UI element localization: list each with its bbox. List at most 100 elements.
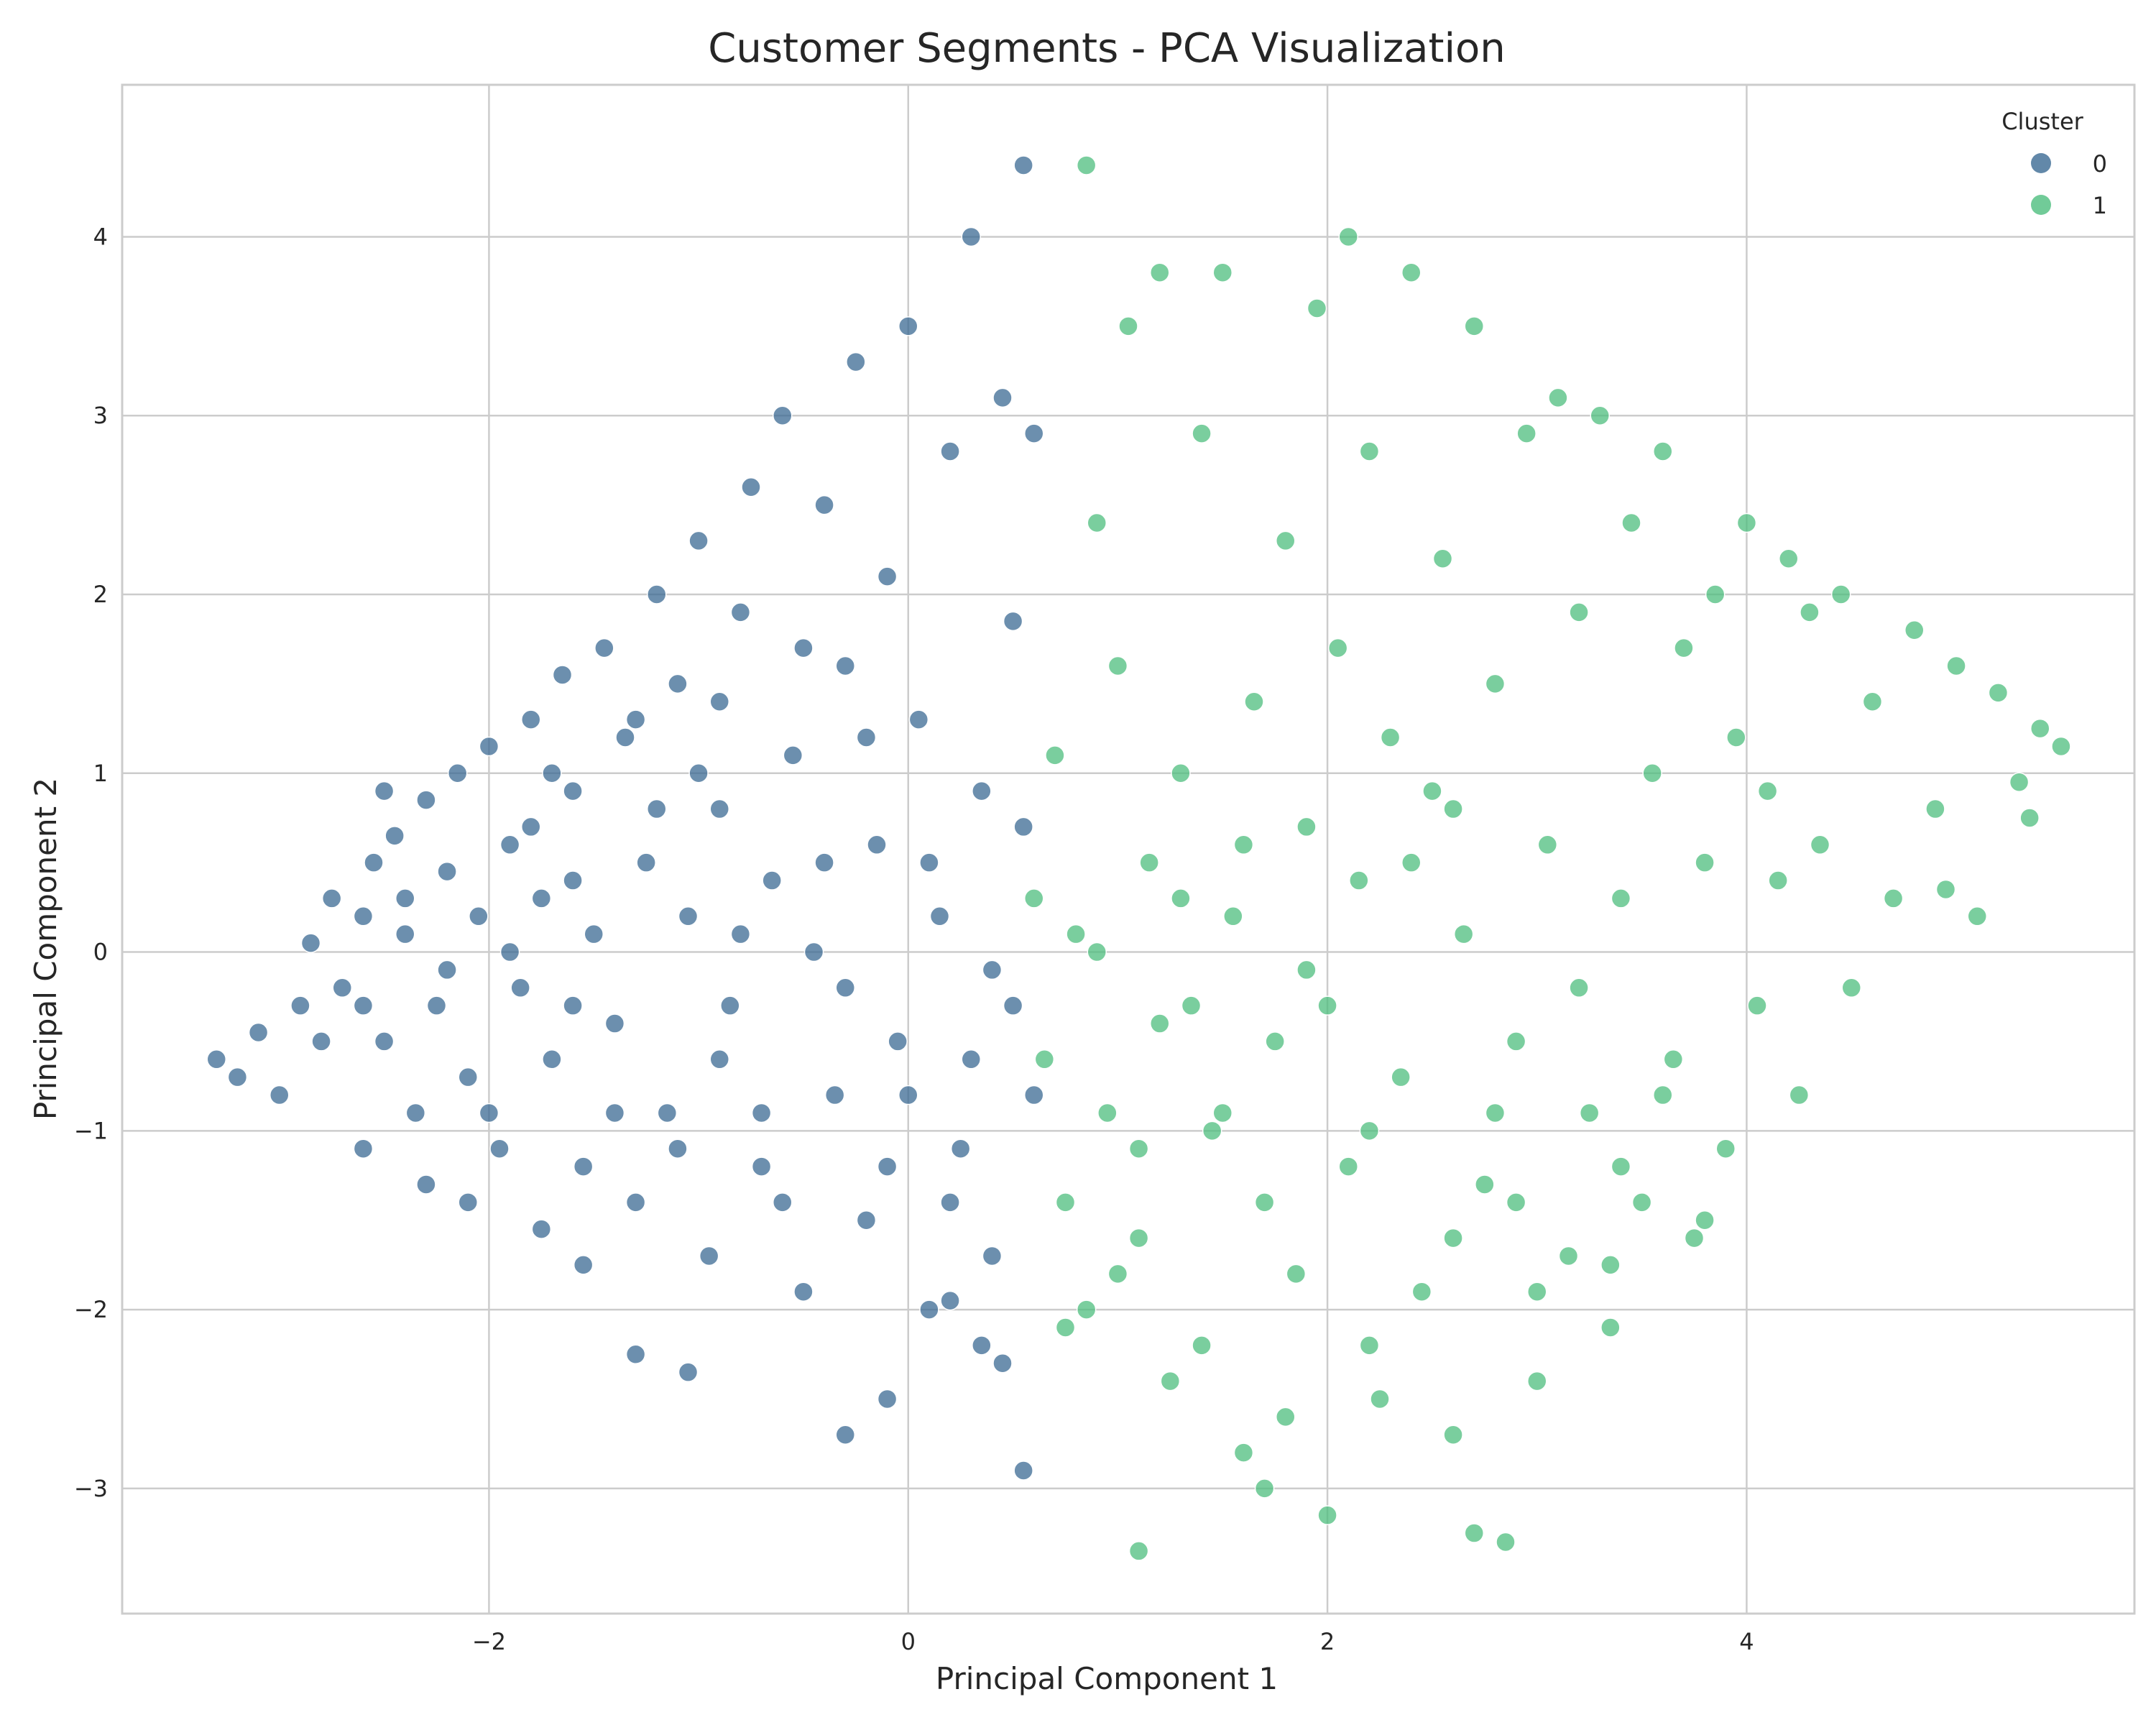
- data-point-cluster-0: [688, 763, 709, 783]
- data-point-cluster-1: [1768, 870, 1788, 891]
- data-point-cluster-1: [1233, 1443, 1254, 1463]
- data-point-cluster-0: [248, 1022, 269, 1043]
- y-tick-label: −2: [74, 1296, 108, 1323]
- data-point-cluster-0: [479, 1103, 499, 1123]
- data-point-cluster-0: [730, 924, 751, 944]
- data-point-cluster-0: [563, 995, 583, 1016]
- y-axis-label: Principal Component 2: [28, 778, 63, 1120]
- data-point-cluster-0: [793, 1282, 814, 1302]
- data-point-cluster-0: [773, 405, 793, 426]
- data-point-cluster-0: [384, 826, 405, 846]
- legend-label-0: 0: [2093, 150, 2107, 178]
- data-point-cluster-0: [311, 1031, 331, 1052]
- data-point-cluster-1: [1422, 781, 1442, 801]
- data-point-cluster-0: [499, 834, 520, 855]
- data-point-cluster-1: [1055, 1317, 1076, 1338]
- data-point-cluster-0: [982, 1246, 1003, 1266]
- data-point-cluster-1: [1516, 423, 1537, 443]
- data-point-cluster-0: [426, 995, 447, 1016]
- data-point-cluster-1: [1779, 548, 1799, 569]
- data-point-cluster-1: [1611, 888, 1631, 908]
- data-point-cluster-1: [1338, 1156, 1358, 1177]
- data-point-cluster-1: [1506, 1031, 1526, 1052]
- data-point-cluster-1: [1380, 727, 1401, 748]
- data-point-cluster-0: [552, 665, 573, 685]
- data-point-cluster-1: [1726, 727, 1746, 748]
- data-point-cluster-1: [1034, 1049, 1055, 1070]
- data-point-cluster-0: [594, 638, 614, 658]
- data-point-cluster-0: [688, 530, 709, 551]
- data-point-cluster-0: [709, 1049, 729, 1070]
- data-point-cluster-1: [1883, 888, 1904, 908]
- data-point-cluster-0: [773, 1192, 793, 1213]
- data-point-cluster-0: [584, 924, 604, 944]
- data-point-cluster-1: [1464, 1523, 1484, 1543]
- legend-label-1: 1: [2093, 192, 2107, 219]
- data-point-cluster-0: [604, 1103, 625, 1123]
- data-point-cluster-1: [1076, 155, 1097, 175]
- data-point-cluster-1: [1485, 673, 1506, 694]
- data-point-cluster-1: [1548, 387, 1568, 408]
- data-point-cluster-1: [1055, 1192, 1076, 1213]
- data-point-cluster-1: [2051, 736, 2071, 757]
- data-point-cluster-0: [699, 1246, 719, 1266]
- data-point-cluster-1: [1443, 1425, 1463, 1445]
- data-point-cluster-1: [1128, 1228, 1149, 1248]
- data-point-cluster-0: [929, 906, 950, 926]
- data-point-cluster-0: [374, 1031, 395, 1052]
- data-point-cluster-0: [1003, 995, 1023, 1016]
- y-tick-label: −1: [74, 1117, 108, 1144]
- data-point-cluster-1: [1443, 799, 1463, 819]
- data-point-cluster-0: [720, 995, 740, 1016]
- y-tick-label: 1: [93, 760, 108, 787]
- data-point-cluster-0: [803, 942, 824, 962]
- data-point-cluster-1: [1642, 763, 1662, 783]
- data-point-cluster-1: [1705, 584, 1726, 604]
- data-point-cluster-1: [1212, 1103, 1233, 1123]
- data-point-cluster-0: [856, 727, 877, 748]
- data-point-cluster-1: [1569, 978, 1589, 998]
- data-point-cluster-0: [940, 1290, 960, 1311]
- data-point-cluster-0: [542, 763, 562, 783]
- x-tick-label: 0: [901, 1628, 916, 1655]
- data-point-cluster-0: [972, 781, 992, 801]
- data-point-cluster-1: [1904, 620, 1925, 640]
- data-point-cluster-0: [668, 1138, 688, 1159]
- legend: Cluster 0 1: [2001, 108, 2107, 219]
- data-point-cluster-1: [1233, 834, 1254, 855]
- data-point-cluster-0: [751, 1103, 772, 1123]
- data-point-cluster-1: [1432, 548, 1453, 569]
- data-point-cluster-1: [1715, 1138, 1736, 1159]
- data-point-cluster-0: [814, 852, 834, 873]
- data-point-cluster-1: [1967, 906, 1987, 926]
- data-point-cluster-0: [458, 1192, 478, 1213]
- y-tick-label: 2: [93, 581, 108, 608]
- data-point-cluster-1: [1988, 683, 2009, 703]
- data-point-cluster-1: [1789, 1085, 1810, 1105]
- data-point-cluster-0: [835, 1425, 855, 1445]
- data-point-cluster-1: [1045, 745, 1065, 765]
- data-point-cluster-0: [521, 816, 541, 837]
- data-point-cluster-0: [489, 1138, 510, 1159]
- data-point-cluster-0: [531, 888, 552, 908]
- data-point-cluster-0: [615, 727, 635, 748]
- plot-frame: [121, 83, 2136, 1615]
- data-point-cluster-1: [1296, 960, 1317, 980]
- data-point-cluster-0: [846, 351, 866, 372]
- data-point-cluster-0: [332, 978, 352, 998]
- data-point-cluster-1: [1128, 1138, 1149, 1159]
- data-point-cluster-0: [625, 709, 646, 730]
- data-point-cluster-1: [1244, 691, 1264, 712]
- chart-title: Customer Segments - PCA Visualization: [708, 25, 1506, 72]
- data-point-cluster-1: [1800, 602, 1820, 622]
- data-point-cluster-0: [469, 906, 489, 926]
- data-point-cluster-1: [1349, 870, 1369, 891]
- data-point-cluster-1: [1558, 1246, 1579, 1266]
- data-point-cluster-0: [888, 1031, 908, 1052]
- data-point-cluster-0: [458, 1067, 478, 1087]
- data-point-cluster-1: [1359, 1121, 1380, 1141]
- data-point-cluster-1: [1359, 441, 1380, 461]
- data-point-cluster-1: [1128, 1541, 1149, 1561]
- data-point-cluster-1: [1569, 602, 1589, 622]
- data-point-cluster-0: [437, 861, 457, 882]
